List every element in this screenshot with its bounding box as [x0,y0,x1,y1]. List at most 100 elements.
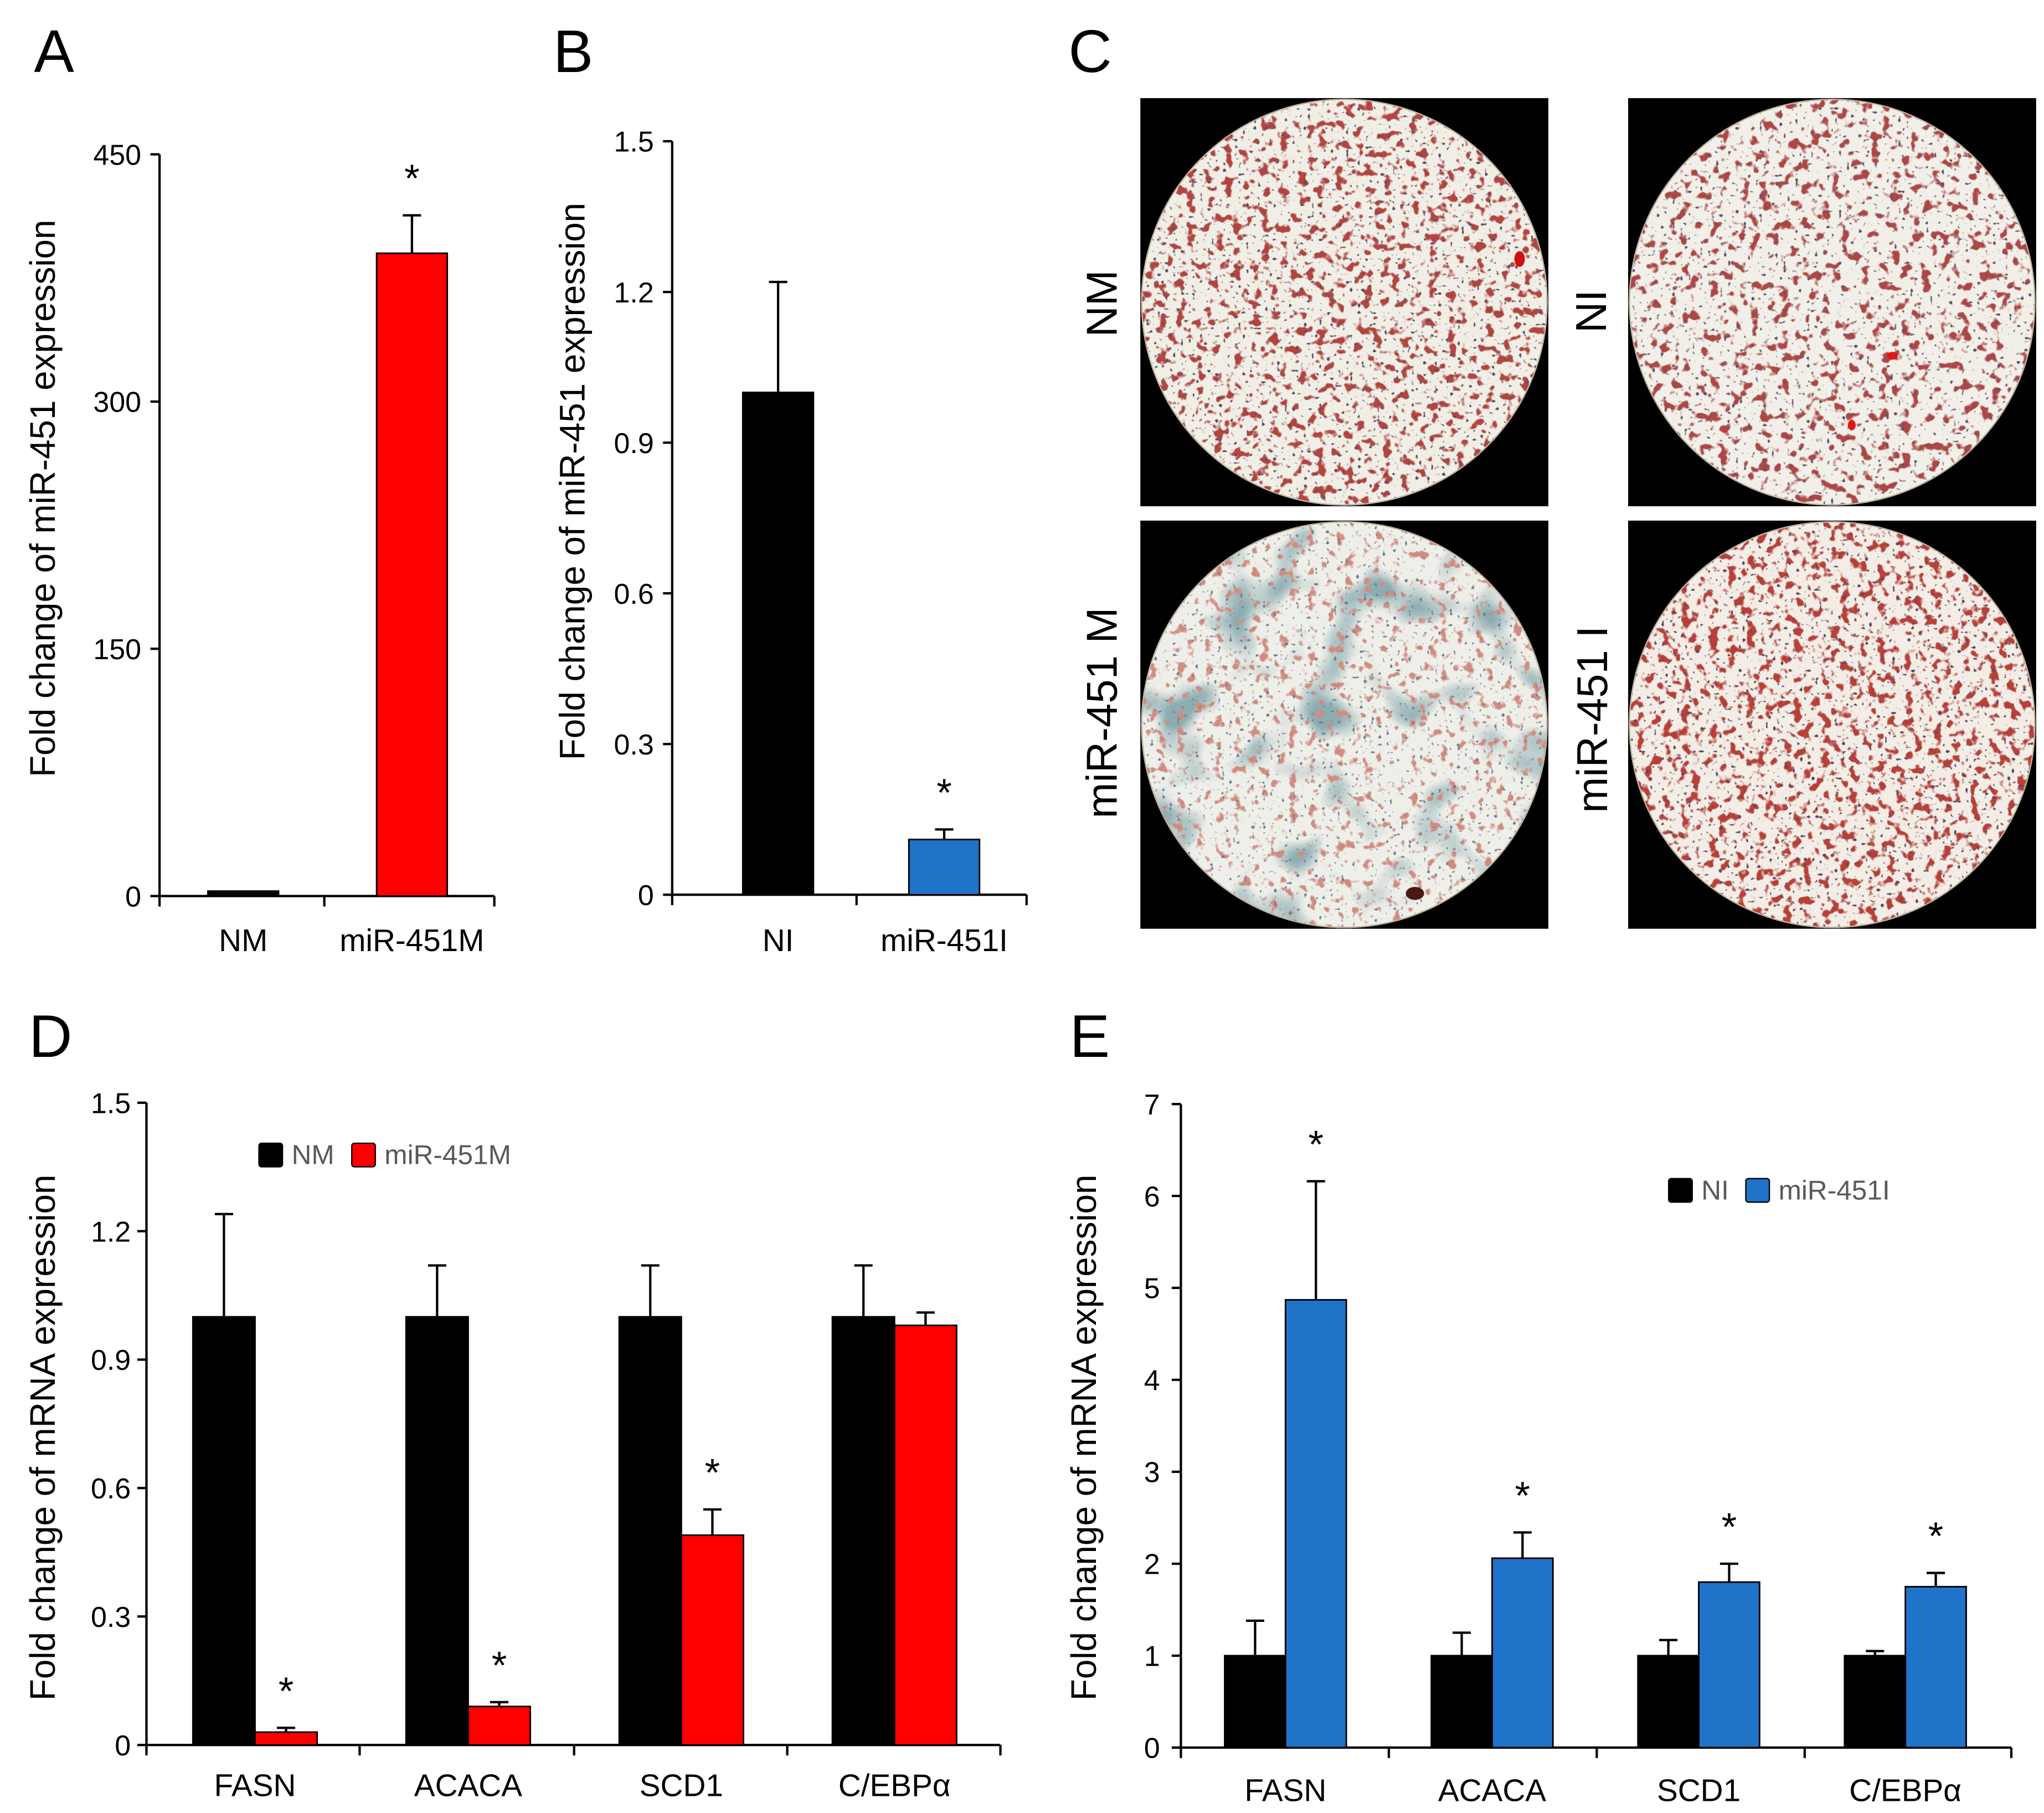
bar-d-acaca-mir-451m [467,1706,532,1746]
bar-b-ni [742,392,815,896]
y-tick-label-e: 4 [1144,1365,1160,1397]
y-tick-label-e: 5 [1144,1273,1160,1305]
x-tick-label-d-acaca: ACACA [414,1768,522,1803]
y-tick-label-b: 1.5 [614,126,654,158]
x-tick-label-a-mir-451m: miR-451M [339,923,484,958]
significance-marker-d-fasn-mir-451m: * [279,1670,294,1713]
y-tick-label-e: 1 [1144,1641,1160,1673]
micrograph-label-mir-451-m: miR-451 M [1078,608,1126,819]
bar-a-mir-451m [375,252,449,897]
micrograph-stain-texture [1141,521,1548,928]
x-tick-label-d-fasn: FASN [214,1768,296,1803]
micrograph-label-nm: NM [1078,270,1126,337]
micrograph-red-spot [1887,352,1898,360]
micrograph-label-mir-451-i: miR-451 I [1568,626,1616,813]
chart-a: 0 150 300 450 * NM miR-451M [93,139,496,958]
panel-label-a: A [34,18,74,85]
y-tick-label-a: 450 [93,139,141,171]
y-tick-label-a: 300 [93,387,141,419]
x-tick-label-a-nm: NM [219,923,267,958]
bar-e-fasn-mir-451i [1284,1299,1347,1749]
bar-d-c-ebp-mir-451m [893,1324,957,1746]
x-tick-label-b-ni: NI [763,923,794,958]
micrograph-field [1629,521,2036,928]
bar-d-c-ebp-nm [831,1316,895,1746]
y-tick-label-b: 1.2 [614,277,654,309]
micrograph-label-ni: NI [1567,290,1615,333]
significance-marker-e-acaca-mir-451i: * [1515,1474,1531,1518]
micrograph-red-spot [1514,251,1525,267]
y-tick-label-e: 0 [1144,1733,1160,1765]
chart-b: 0 0.3 0.6 0.9 1.2 1.5 * NI miR-451I [614,126,1028,958]
legend-label-d-mir-451m: miR-451M [384,1139,511,1170]
y-tick-label-e: 2 [1144,1549,1160,1581]
y-tick-label-b: 0.9 [614,428,654,460]
x-tick-label-d-c-ebp: C/EBPα [838,1768,951,1803]
y-tick-label-b: 0.3 [614,729,654,761]
bar-b-mir-451i [908,839,981,896]
legend-label-e-ni: NI [1701,1174,1729,1205]
chart-e: 0 1 2 3 4 5 6 7 * * * * FASN ACACA SCD1 C/EBPα NI miR-451… [1144,1089,2013,1809]
bar-e-c-ebp-ni [1844,1655,1907,1749]
bar-e-fasn-ni [1224,1655,1286,1749]
x-tick-label-e-scd1: SCD1 [1657,1774,1741,1809]
x-tick-label-d-scd1: SCD1 [640,1768,723,1803]
y-axis-title-e: Fold change of mRNA expression [1064,1174,1104,1701]
micrograph-panel: NM NI miR-451 M miR-451 I [1078,98,2036,929]
bar-d-acaca-nm [405,1316,469,1746]
significance-marker-d-scd1-mir-451m: * [705,1451,720,1495]
y-tick-label-b: 0 [638,880,654,912]
y-tick-label-d: 0.6 [91,1473,131,1505]
micrograph-stain-texture [1629,99,2036,506]
legend-label-e-mir-451i: miR-451I [1779,1174,1890,1205]
bar-e-acaca-mir-451i [1491,1557,1554,1749]
micrograph-nm [1140,98,1548,506]
y-tick-label-d: 0.3 [91,1601,131,1634]
micrograph-edge [1629,521,2036,928]
micrograph-edge [1141,521,1548,928]
y-tick-label-a: 150 [93,634,141,666]
y-axis-title-a: Fold change of miR-451 expression [23,220,63,777]
micrograph-stain-texture [1629,521,2036,928]
y-tick-label-b: 0.6 [614,578,654,610]
bar-e-scd1-ni [1637,1655,1700,1749]
y-tick-label-e: 7 [1144,1089,1160,1121]
legend-swatch-d-nm [258,1142,284,1168]
panel-label-b: B [553,18,593,85]
legend-swatch-e-mir-451i [1745,1178,1770,1203]
bar-e-c-ebp-mir-451i [1904,1586,1967,1749]
micrograph-field [1141,99,1548,506]
micrograph-edge [1141,99,1548,506]
y-tick-label-d: 0.9 [91,1344,131,1377]
panel-label-d: D [29,1003,72,1070]
y-tick-label-e: 6 [1144,1181,1160,1213]
panel-label-c: C [1068,18,1111,85]
bar-e-acaca-ni [1430,1655,1493,1749]
significance-marker-b-mir-451i: * [936,771,952,815]
significance-marker-e-c-ebp-mir-451i: * [1928,1514,1944,1558]
y-axis-title-d: Fold change of mRNA expression [23,1174,63,1701]
bar-d-scd1-mir-451m [680,1534,744,1746]
panel-label-e: E [1070,1003,1110,1070]
micrograph-mir-451-m [1140,520,1548,929]
bar-d-scd1-nm [618,1316,682,1746]
legend-swatch-e-ni [1668,1178,1693,1203]
significance-marker-e-fasn-mir-451i: * [1308,1123,1324,1167]
micrograph-mir-451-i [1628,520,2036,929]
y-tick-label-d: 0 [115,1730,131,1762]
micrograph-dark-spot [1405,887,1424,900]
legend-label-d-nm: NM [292,1139,334,1170]
x-tick-label-e-c-ebp: C/EBPα [1849,1774,1961,1809]
chart-d: 0 0.3 0.6 0.9 1.2 1.5 * * * FASN ACACA SCD1 C/EBPα NM… [91,1087,1002,1803]
micrograph-field [1141,521,1548,928]
bar-e-scd1-mir-451i [1698,1581,1760,1749]
x-tick-label-e-acaca: ACACA [1438,1774,1546,1809]
bar-d-fasn-nm [192,1316,256,1746]
bar-d-fasn-mir-451m [254,1731,318,1746]
significance-marker-e-scd1-mir-451i: * [1722,1505,1737,1549]
micrograph-red-spot [1847,420,1856,430]
significance-marker-d-acaca-mir-451m: * [492,1643,507,1687]
micrograph-ni [1628,98,2036,506]
y-tick-label-d: 1.2 [91,1216,131,1248]
y-tick-label-d: 1.5 [91,1087,131,1119]
